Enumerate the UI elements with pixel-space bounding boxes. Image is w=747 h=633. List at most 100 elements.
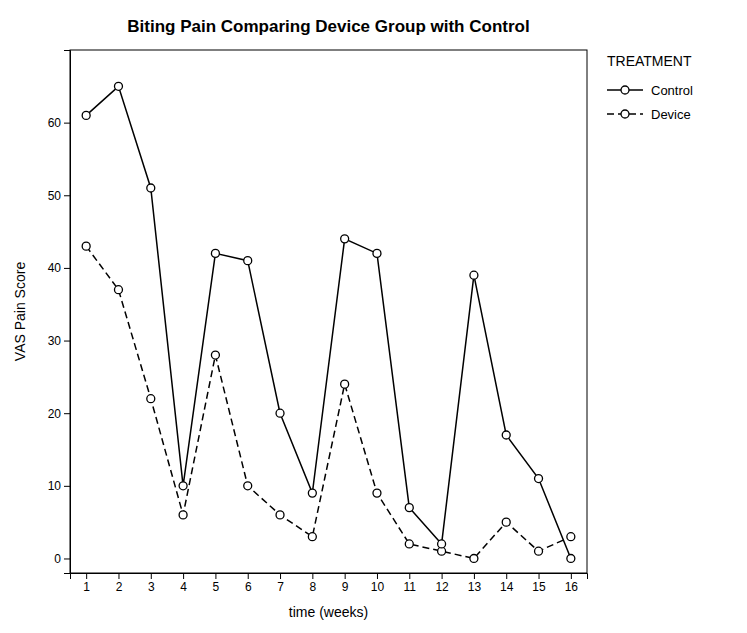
legend-marker: [621, 86, 629, 94]
point: [341, 380, 349, 388]
tick-label: 8: [310, 580, 317, 594]
axis-line: [71, 574, 588, 580]
legend-label: Control: [651, 83, 693, 98]
tick: 0: [54, 552, 70, 566]
line: [86, 246, 571, 558]
tick-label: 7: [277, 580, 284, 594]
tick-mark: [64, 558, 70, 559]
legend-item: Device: [607, 107, 691, 122]
tick-label: 2: [116, 580, 123, 594]
point: [147, 184, 155, 192]
tick-label: 30: [48, 334, 62, 348]
point: [147, 395, 155, 403]
point: [244, 257, 252, 265]
tick: 14: [500, 573, 514, 594]
tick-mark: [64, 195, 70, 196]
tick-mark: [215, 573, 216, 579]
tick-mark: [86, 573, 87, 579]
point: [114, 82, 122, 90]
point: [502, 518, 510, 526]
tick-mark: [183, 573, 184, 579]
tick-mark: [571, 573, 572, 579]
tick-label: 20: [48, 407, 62, 421]
chart: 123456789101112131415160102030405060Biti…: [0, 0, 747, 633]
tick: 2: [116, 573, 123, 594]
legend-marker: [621, 110, 629, 118]
x-axis: 12345678910111213141516: [71, 573, 588, 594]
tick-mark: [539, 573, 540, 579]
point: [276, 409, 284, 417]
point: [341, 235, 349, 243]
tick-label: 4: [180, 580, 187, 594]
tick: 60: [48, 116, 70, 130]
tick: 13: [468, 573, 482, 594]
tick-mark: [64, 486, 70, 487]
legend-item: Control: [607, 83, 693, 98]
plot: 123456789101112131415160102030405060: [48, 50, 588, 594]
tick: 9: [342, 573, 349, 594]
tick-mark: [345, 573, 346, 579]
series: [82, 82, 575, 562]
x-axis-title: time (weeks): [289, 604, 368, 620]
tick-mark: [64, 268, 70, 269]
tick-label: 10: [371, 580, 385, 594]
point: [276, 511, 284, 519]
tick: 1: [83, 573, 90, 594]
tick-mark: [312, 573, 313, 579]
tick-mark: [64, 341, 70, 342]
tick-mark: [64, 123, 70, 124]
tick: 6: [245, 573, 252, 594]
tick-label: 11: [404, 580, 417, 594]
tick: 11: [404, 573, 417, 594]
tick: 50: [48, 189, 70, 203]
tick: 30: [48, 334, 70, 348]
tick-label: 16: [565, 580, 579, 594]
tick: 10: [48, 479, 70, 493]
point: [373, 489, 381, 497]
tick: 3: [148, 573, 155, 594]
tick-label: 10: [48, 479, 62, 493]
plot-frame: [70, 50, 587, 573]
point: [211, 249, 219, 257]
legend-title: TREATMENT: [607, 53, 692, 69]
point: [438, 540, 446, 548]
point: [567, 554, 575, 562]
tick: 5: [213, 573, 220, 594]
title: Biting Pain Comparing Device Group with …: [127, 17, 529, 36]
tick: 12: [435, 573, 449, 594]
point: [114, 286, 122, 294]
tick: 15: [532, 573, 546, 594]
legend-label: Device: [651, 107, 691, 122]
tick-mark: [409, 573, 410, 579]
point: [179, 482, 187, 490]
tick-label: 60: [48, 116, 62, 130]
tick-label: 9: [342, 580, 349, 594]
tick-label: 6: [245, 580, 252, 594]
tick-label: 0: [54, 552, 61, 566]
point: [502, 431, 510, 439]
tick-label: 13: [468, 580, 482, 594]
tick-mark: [248, 573, 249, 579]
point: [179, 511, 187, 519]
point: [373, 249, 381, 257]
axis-line: [64, 51, 71, 574]
point: [82, 111, 90, 119]
tick-label: 15: [532, 580, 546, 594]
tick: 20: [48, 407, 70, 421]
tick-mark: [506, 573, 507, 579]
tick-label: 50: [48, 189, 62, 203]
point: [211, 351, 219, 359]
point: [470, 271, 478, 279]
point: [470, 554, 478, 562]
point: [535, 475, 543, 483]
point: [308, 489, 316, 497]
point: [405, 540, 413, 548]
tick-mark: [64, 413, 70, 414]
point: [535, 547, 543, 555]
tick-mark: [280, 573, 281, 579]
y-axis-title: VAS Pain Score: [12, 262, 28, 362]
tick: 10: [371, 573, 385, 594]
marks: [82, 82, 575, 562]
tick: 40: [48, 261, 70, 275]
series: [82, 242, 575, 562]
